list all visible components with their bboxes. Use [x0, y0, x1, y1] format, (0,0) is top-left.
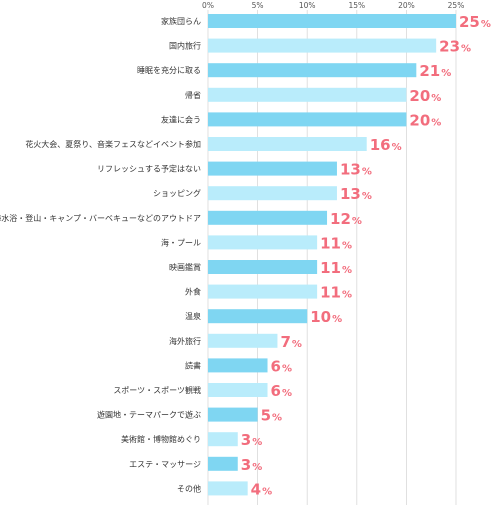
category-label: 海・プール: [161, 237, 201, 247]
data-label: 11%: [320, 234, 352, 252]
category-label: 国内旅行: [169, 41, 201, 51]
data-label: 3%: [241, 456, 262, 474]
category-label: 遊園地・テーマパークで遊ぶ: [97, 410, 201, 420]
x-tick-label: 15%: [348, 1, 365, 10]
bar: [208, 14, 456, 28]
category-label: 温泉: [185, 311, 201, 321]
category-label: 海水浴・登山・キャンプ・バーベキューなどのアウトドア: [0, 213, 201, 223]
x-tick-label: 0%: [202, 1, 214, 10]
data-label: 11%: [320, 284, 352, 302]
data-label: 20%: [409, 111, 441, 129]
category-label: 友達に会う: [161, 114, 201, 124]
bar: [208, 407, 258, 422]
data-label: 4%: [251, 480, 272, 498]
data-label: 6%: [271, 382, 292, 400]
category-label: 睡眠を充分に取る: [137, 65, 201, 75]
category-label: 美術館・博物館めぐり: [121, 434, 201, 444]
bar: [208, 383, 268, 397]
bar: [208, 309, 308, 324]
category-label: 映画鑑賞: [169, 262, 201, 272]
bar: [208, 161, 337, 176]
category-label: 花火大会、夏祭り、音楽フェスなどイベント参加: [25, 139, 201, 149]
data-label: 3%: [241, 431, 262, 449]
category-label: エステ・マッサージ: [129, 460, 201, 469]
data-label: 10%: [310, 308, 342, 326]
category-label: 海外旅行: [169, 336, 201, 346]
data-label: 11%: [320, 259, 352, 277]
category-label: 帰省: [185, 90, 201, 100]
bar: [208, 235, 318, 250]
bar: [208, 432, 238, 447]
category-label: その他: [177, 483, 201, 493]
data-label: 7%: [280, 333, 301, 351]
data-label: 6%: [271, 357, 292, 375]
bar: [208, 63, 417, 78]
data-label: 12%: [330, 210, 362, 228]
bar: [208, 210, 328, 225]
data-label: 25%: [459, 13, 491, 31]
bar: [208, 456, 238, 471]
data-label: 16%: [370, 136, 402, 154]
category-label: 外食: [185, 287, 201, 297]
bar: [208, 87, 407, 102]
category-label: リフレッシュする予定はない: [97, 164, 201, 174]
bar: [208, 333, 278, 348]
data-label: 21%: [419, 62, 451, 80]
bar: [208, 260, 318, 274]
x-tick-label: 20%: [398, 1, 415, 10]
bar: [208, 481, 248, 496]
bar: [208, 137, 367, 151]
data-label: 5%: [261, 407, 282, 425]
x-tick-label: 5%: [252, 1, 264, 10]
data-label: 13%: [340, 185, 372, 203]
bar: [208, 38, 437, 53]
category-label: 読書: [185, 360, 201, 370]
bar: [208, 284, 318, 299]
category-label: 家族団らん: [161, 16, 201, 26]
bar: [208, 186, 337, 201]
data-label: 23%: [439, 38, 471, 56]
x-tick-label: 10%: [299, 1, 316, 10]
data-label: 13%: [340, 161, 372, 179]
category-label: スポーツ・スポーツ観戦: [113, 385, 201, 395]
bar: [208, 112, 407, 127]
category-label: ショッピング: [153, 188, 201, 198]
bar: [208, 358, 268, 373]
x-tick-label: 25%: [448, 1, 465, 10]
data-label: 20%: [409, 87, 441, 105]
